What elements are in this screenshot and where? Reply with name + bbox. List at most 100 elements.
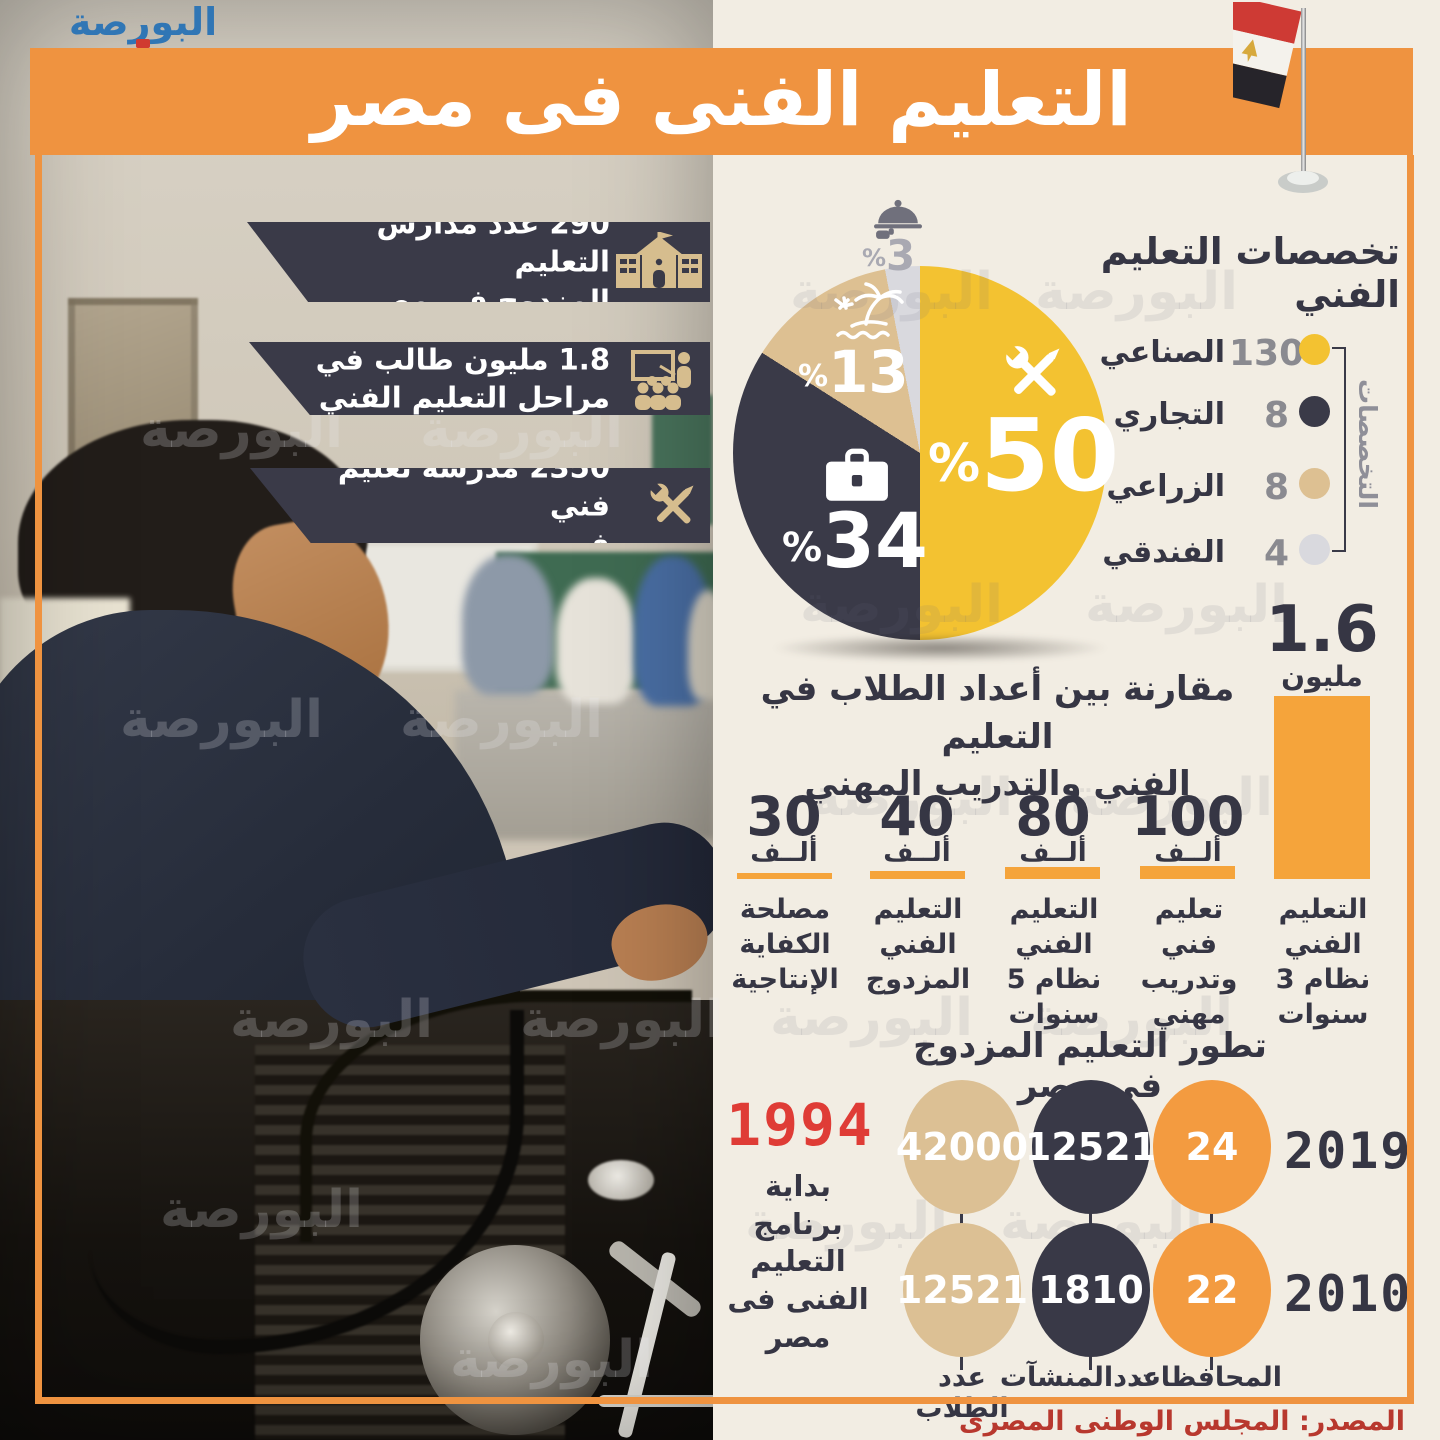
island-icon [834,282,904,340]
legend-dot-gray [1299,534,1330,565]
briefcase-icon [826,448,888,501]
legend-label: الفندقي [1102,535,1225,570]
badge-line: 290 عدد مدارس التعليم [376,206,610,279]
badge-dual-schools: 290 عدد مدارس التعليم المزدوج في مصر [247,222,710,302]
badge-line: 2350 مدرسة تعليم فني [338,468,610,523]
bar-label: التعليم الفني نظام 3 سنوات [1275,894,1371,1031]
alborsa-logo-red-mark [136,39,150,48]
legend-value: 8 [1263,395,1289,436]
source-credit: المصدر: المجلس الوطنى المصرى للتنافسية [958,1406,1405,1440]
pie-chart [733,266,1107,640]
bar-value: 40 [879,785,955,848]
year-2019: 2019 [1284,1122,1413,1180]
legend-dot-yellow [1299,334,1330,365]
watermark-logo: البورصة [1085,575,1288,635]
bar-unit: ألــف [1019,838,1087,868]
photo-alternator-cap [488,1312,544,1368]
bar-value: 80 [1015,785,1091,848]
evolution-start-year: 1994 [726,1091,874,1159]
evolution-connector [960,1208,963,1228]
bar-label: التعليم الفني نظام 5 سنوات [1006,894,1102,1031]
pie-label-hotel: % 3 [862,231,916,280]
legend-value: 4 [1263,533,1289,574]
tools-icon [649,481,694,523]
photo-student [688,590,713,700]
photo-desks [455,690,713,840]
percent-sign: % [928,434,981,494]
legend-row-industrial: الصناعي 130 [1100,333,1333,374]
legend-row-commercial: التجاري 8 [1114,395,1333,436]
evolution-connector [1210,1352,1213,1370]
bar-value: 100 [1131,785,1245,848]
legend-dot-tan [1299,468,1330,499]
bar-value: 30 [746,785,822,848]
photo-student [556,578,636,704]
alborsa-logo-text: البورصة [68,0,218,44]
bar-5yr-system [1005,867,1100,879]
bar-productive-efficiency [737,873,832,879]
evolution-start-caption: بداية برنامج التعليم الفنى فى مصر [727,1169,869,1354]
cloche-icon [874,199,922,239]
photo-student [462,555,554,695]
pie-shadow [770,634,1110,662]
comparison-title: مقارنة بين أعداد الطلاب في التعليم الفني… [760,669,1235,805]
evolution-connector [1089,1208,1092,1228]
page-title: التعليم الفنى فى مصر [311,57,1132,143]
alborsa-logo: البورصة [48,0,238,50]
egypt-flag-icon [1233,2,1328,193]
legend-row-hotel: الفندقي 4 [1102,533,1333,574]
pie-label-agricultural: % 13 [798,338,909,406]
bar-label: التعليم الفني المزدوج [865,894,971,996]
percent-sign: % [782,525,823,571]
badge-line: مراحل التعليم الفني [318,380,610,415]
comparison-big-value: 1.6 [1265,593,1379,667]
circle-governorates-2019: 24 [1153,1080,1271,1214]
column-label-governorates: المحافظات [1133,1362,1282,1393]
bar-vocational [1140,866,1235,879]
percent-sign: % [862,244,887,272]
year-2010: 2010 [1284,1265,1413,1323]
bar-dual-education [870,871,965,879]
evolution-connector [960,1352,963,1370]
legend-dot-dark [1299,396,1330,427]
legend-value: 130 [1229,333,1305,374]
legend-group-label: التخصصات [1353,379,1382,509]
circle-students-2010: 12521 [896,1223,1028,1357]
circle-governorates-2010: 22 [1153,1223,1271,1357]
legend-value: 8 [1263,467,1289,508]
comparison-big-unit: مليون [1281,660,1363,693]
percent-sign: % [798,359,829,394]
evolution-connector [1089,1352,1092,1370]
pie-label-commercial: % 34 [782,496,928,585]
badge-line: في مصر [310,525,610,543]
bar-unit: ألــف [883,838,951,868]
column-label-facilities: عددالمنشآت [999,1362,1161,1393]
frame-border-left [35,155,42,1404]
circle-facilities-2019: 12521 [1025,1080,1157,1214]
bar-label: تعليم فني وتدريب مهني [1140,894,1238,1031]
frame-border-right [1407,155,1414,1404]
legend-label: الزراعي [1106,469,1225,504]
classroom-icon [631,349,691,410]
bar-3yr-system [1274,696,1370,879]
school-icon [616,232,702,288]
evolution-connector [1210,1208,1213,1228]
circle-students-2019: 42000 [896,1080,1028,1214]
header-bar [30,48,1413,155]
bar-unit: ألــف [1154,838,1222,868]
pie-label-industrial: % 50 [928,397,1120,514]
classroom-photo [0,0,713,1440]
pie-section-title: تخصصات التعليم الفني [1100,230,1400,316]
legend-bracket [1332,347,1346,552]
legend-label: التجاري [1113,397,1225,432]
badge-tech-schools: 2350 مدرسة تعليم فني في مصر [250,468,710,543]
tools-icon [1004,344,1060,396]
legend-label: الصناعي [1099,335,1225,370]
legend-row-agricultural: الزراعي 8 [1106,467,1333,508]
bar-unit: ألــف [750,838,818,868]
frame-border-bottom [35,1397,1414,1404]
circle-facilities-2010: 1810 [1032,1223,1150,1357]
badge-students-count: 1.8 مليون طالب في مراحل التعليم الفني [249,342,710,415]
bar-label: مصلحة الكفاية الإنتاجية [731,894,839,996]
